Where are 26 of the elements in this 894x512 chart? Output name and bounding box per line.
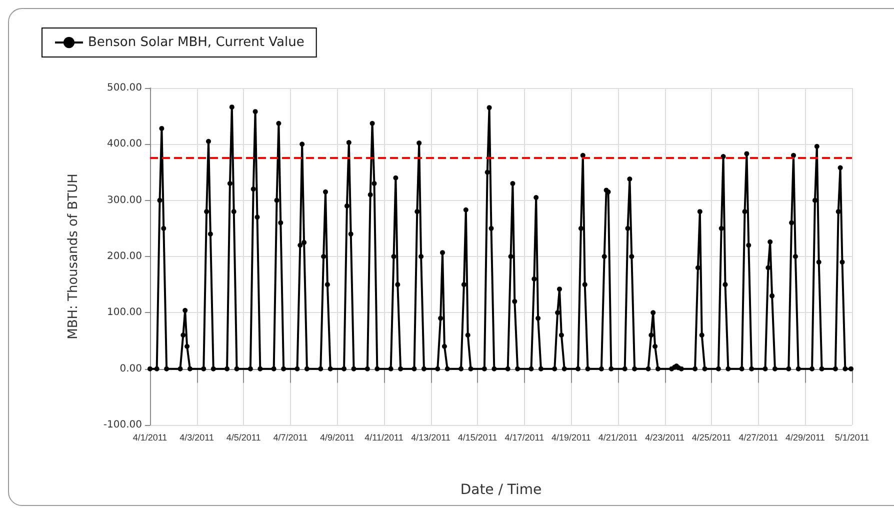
x-tick-label: 4/9/2011 — [320, 432, 354, 442]
x-tick-label: 4/1/2011 — [132, 432, 168, 442]
y-tick-label: 300.00 — [107, 194, 142, 206]
x-tick-label: 4/3/2011 — [180, 432, 214, 442]
x-tick-label: 4/15/2011 — [458, 432, 498, 442]
x-tick-label: 4/19/2011 — [552, 432, 591, 442]
y-tick-label: 400.00 — [107, 138, 142, 150]
x-axis-title: Date / Time — [460, 482, 542, 498]
x-tick-label: 4/25/2011 — [692, 432, 732, 442]
x-tick-label: 4/27/2011 — [738, 432, 778, 442]
x-tick-label: 4/23/2011 — [645, 432, 684, 442]
x-tick-label: 4/17/2011 — [504, 432, 544, 442]
legend-label: Benson Solar MBH, Current Value — [88, 35, 304, 50]
y-tick-label: 500.00 — [107, 82, 142, 94]
y-axis-title: MBH: Thousands of BTUH — [66, 174, 81, 340]
x-tick-label: 5/1/2011 — [834, 432, 870, 442]
y-tick-label: -100.00 — [103, 420, 142, 430]
y-tick-label: 200.00 — [107, 251, 142, 262]
x-tick-label: 4/13/2011 — [411, 432, 450, 442]
x-tick-label: 4/11/2011 — [364, 432, 404, 442]
x-tick-label: 4/21/2011 — [598, 432, 638, 442]
x-tick-label: 4/7/2011 — [273, 432, 308, 442]
x-tick-label: 4/29/2011 — [786, 432, 825, 442]
x-tick-label: 4/5/2011 — [226, 432, 261, 442]
y-tick-label: 100.00 — [107, 307, 142, 318]
y-tick-label: 0.00 — [120, 363, 142, 374]
